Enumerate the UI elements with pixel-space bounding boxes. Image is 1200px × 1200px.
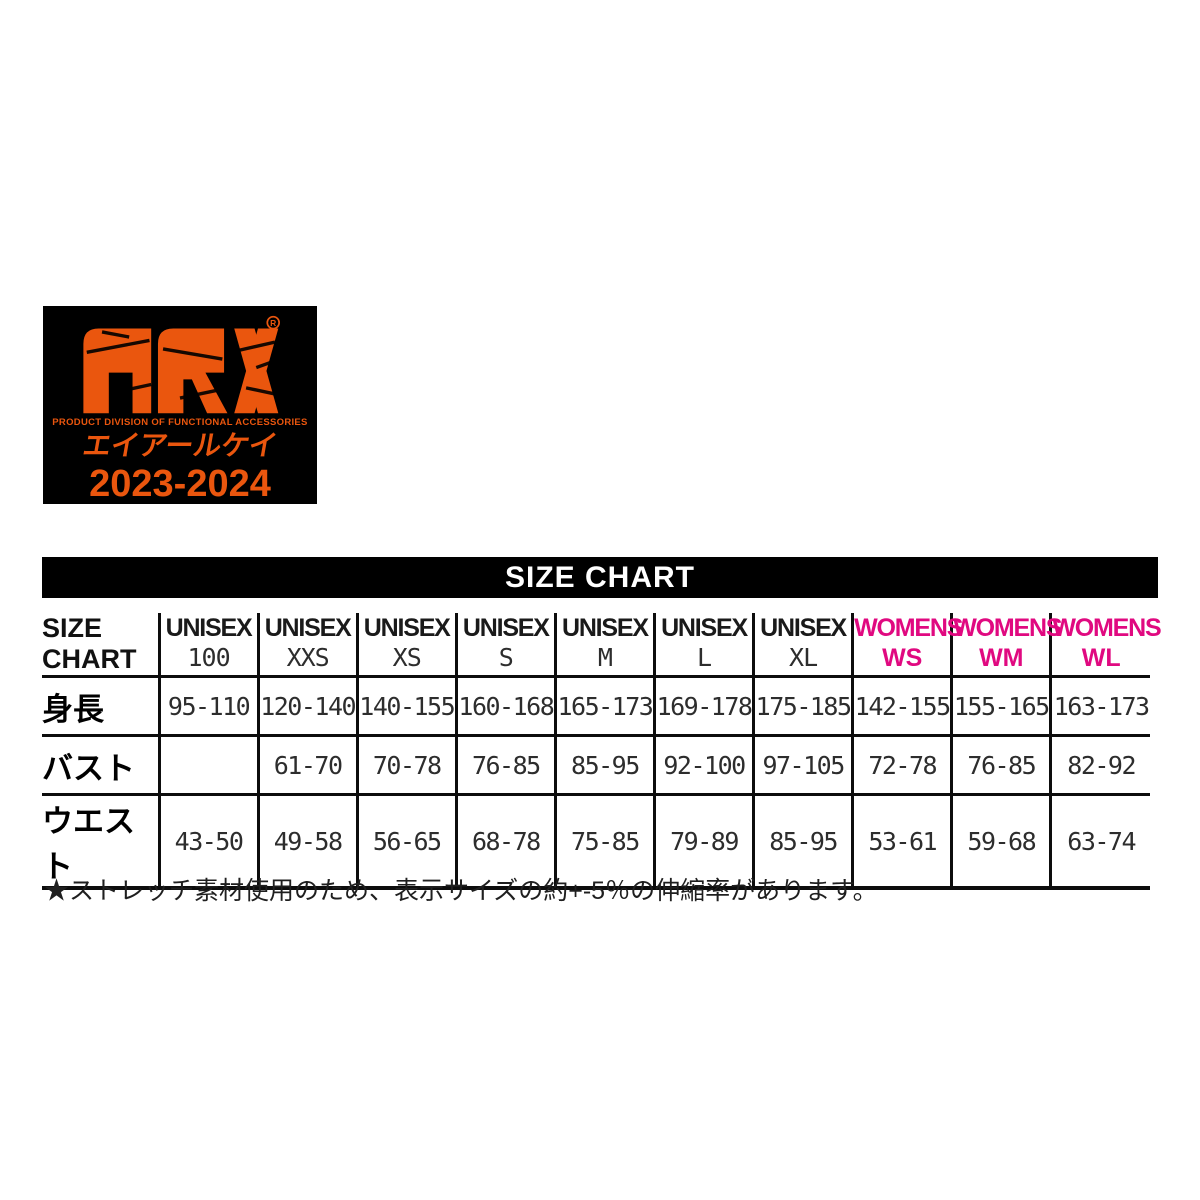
column-group-label: UNISEX	[760, 614, 847, 643]
row-label: 身長	[42, 676, 159, 738]
banner-title: SIZE CHART	[505, 560, 695, 594]
column-size-label: XS	[392, 642, 422, 672]
corner-line2: CHART	[42, 644, 137, 675]
column-size-label: XL	[789, 642, 818, 672]
column-header-unisex-xxs: UNISEX XXS	[256, 613, 358, 679]
logo-division-line: PRODUCT DIVISION OF FUNCTIONAL ACCESSORI…	[52, 417, 308, 428]
letter-k-stroke-2	[234, 328, 279, 414]
size-cell: 79-89	[652, 794, 754, 891]
column-header-unisex-s: UNISEX S	[454, 613, 556, 679]
size-cell: 155-165	[950, 676, 1051, 738]
size-cell: 63-74	[1049, 794, 1150, 891]
row-label: ウエスト	[42, 794, 159, 891]
size-cell: 120-140	[256, 676, 358, 738]
size-cell: 53-61	[851, 794, 952, 891]
logo-season-years: 2023-2024	[89, 463, 271, 504]
column-group-label: WOMENS	[953, 614, 1062, 643]
column-header-womens-ws: WOMENS WS	[851, 613, 963, 679]
size-cell: 76-85	[454, 735, 556, 797]
column-size-label: XXS	[286, 642, 330, 672]
registered-trademark-icon	[266, 315, 280, 330]
size-cell	[157, 735, 259, 797]
column-header-womens-wm: WOMENS WM	[950, 613, 1063, 679]
table-row: ウエスト 43-50 49-58 56-65 68-78 75-85 79-89 85-95 5…	[42, 794, 1150, 891]
size-cell: 70-78	[355, 735, 457, 797]
column-header-unisex-m: UNISEX M	[553, 613, 655, 679]
column-header-unisex-xs: UNISEX XS	[355, 613, 457, 679]
size-cell: 56-65	[355, 794, 457, 891]
ark-logotype-icon: R	[83, 315, 281, 414]
column-group-label: WOMENS	[1052, 614, 1161, 643]
size-cell: 95-110	[157, 676, 259, 738]
column-group-label: UNISEX	[661, 614, 748, 643]
column-header-unisex-100: UNISEX 100	[157, 613, 259, 679]
registered-trademark-letter: R	[270, 318, 276, 328]
column-size-label: M	[597, 642, 613, 672]
column-size-label: WM	[979, 643, 1024, 672]
size-cell: 169-178	[652, 676, 754, 738]
column-header-unisex-l: UNISEX L	[652, 613, 754, 679]
size-chart-table: SIZE CHART UNISEX 100 UNISEX XXS UNISEX XS UNI…	[42, 613, 1162, 891]
column-size-label: WS	[882, 643, 923, 672]
size-cell: 72-78	[851, 735, 952, 797]
row-label: バスト	[42, 735, 159, 797]
size-cell: 140-155	[355, 676, 457, 738]
size-chart-banner: SIZE CHART	[42, 557, 1158, 598]
table-row: バスト 61-70 70-78 76-85 85-95 92-100 97-105 72-78…	[42, 735, 1150, 797]
brand-logo: R PRODUCT DIVISION OF FUNCTIONAL ACCESSO…	[43, 306, 317, 504]
size-cell: 97-105	[752, 735, 853, 797]
size-cell: 43-50	[157, 794, 259, 891]
column-size-label: L	[696, 642, 712, 672]
column-size-label: WL	[1081, 643, 1121, 672]
logo-brand-katakana: エイアールケイ	[80, 430, 280, 462]
size-cell: 175-185	[752, 676, 853, 738]
size-cell: 85-95	[752, 794, 853, 891]
corner-header: SIZE CHART	[42, 613, 159, 679]
table-row: 身長 95-110 120-140 140-155 160-168 165-173 169-…	[42, 676, 1150, 738]
column-group-label: UNISEX	[462, 614, 550, 643]
corner-line1: SIZE	[42, 613, 103, 643]
size-cell: 92-100	[652, 735, 754, 797]
size-cell: 165-173	[553, 676, 655, 738]
column-header-unisex-xl: UNISEX XL	[752, 613, 853, 679]
size-cell: 59-68	[950, 794, 1051, 891]
column-header-womens-wl: WOMENS WL	[1049, 613, 1162, 679]
column-size-label: 100	[187, 642, 230, 672]
stretch-footnote: ★ストレッチ素材使用のため、表示サイズの約+-5％の伸縮率があります。	[44, 877, 878, 905]
table-body: 身長 95-110 120-140 140-155 160-168 165-173 169-…	[42, 676, 1150, 891]
distress-texture	[86, 330, 281, 400]
column-group-label: WOMENS	[854, 614, 963, 643]
column-group-label: UNISEX	[264, 614, 352, 643]
size-cell: 49-58	[256, 794, 358, 891]
header-row: SIZE CHART UNISEX 100 UNISEX XXS UNISEX XS UNI…	[42, 613, 1162, 679]
size-cell: 160-168	[454, 676, 556, 738]
size-cell: 163-173	[1049, 676, 1150, 738]
size-cell: 142-155	[851, 676, 952, 738]
size-cell: 85-95	[553, 735, 655, 797]
column-group-label: UNISEX	[363, 614, 451, 643]
column-group-label: UNISEX	[561, 614, 649, 643]
size-cell: 61-70	[256, 735, 358, 797]
letter-r-shape	[157, 328, 228, 414]
column-size-label: S	[498, 642, 514, 672]
size-cell: 82-92	[1049, 735, 1150, 797]
size-cell: 76-85	[950, 735, 1051, 797]
size-cell: 75-85	[553, 794, 655, 891]
column-group-label: UNISEX	[165, 614, 253, 643]
size-cell: 68-78	[454, 794, 556, 891]
